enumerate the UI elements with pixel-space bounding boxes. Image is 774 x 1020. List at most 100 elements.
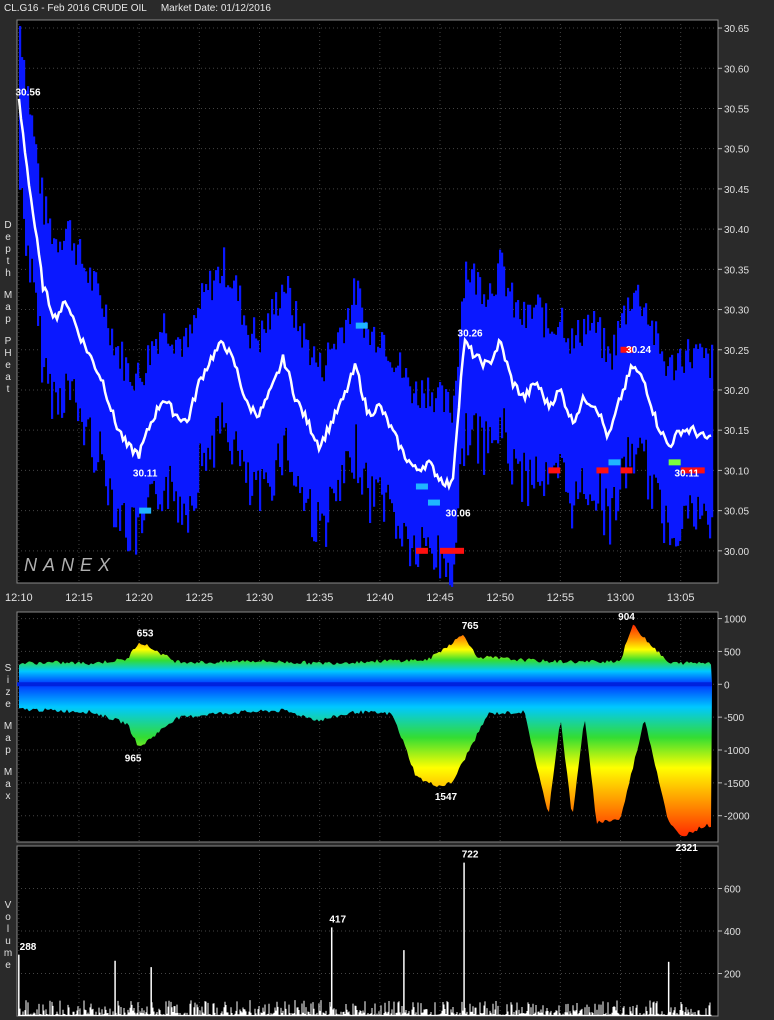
depth-band-segment [627,297,630,438]
depth-band-segment [673,380,676,538]
size-tick-label: -2000 [724,812,750,823]
depth-band-segment [409,386,412,567]
depth-band-segment [577,319,580,500]
depth-band-segment [479,277,482,417]
depth-band-segment [265,332,268,473]
depth-band-segment [457,366,460,509]
price-line [17,98,712,491]
depth-band-segment [121,341,124,506]
price-tick-label: 30.00 [724,547,749,558]
depth-band-segment [221,275,224,403]
depth-band-segment [395,367,398,539]
label-letter: a [5,302,11,313]
depth-band-segment [25,90,28,256]
depth-band-segment [377,346,380,483]
depth-band-segment [353,278,356,479]
depth-band-segment [599,317,602,470]
label-letter: e [5,960,11,971]
order-marker [355,322,368,329]
depth-band-segment [287,275,290,461]
depth-band-segment [589,330,592,495]
depth-band-segment [699,343,702,520]
depth-band-segment [529,304,532,460]
depth-band-segment [271,299,274,501]
depth-band-segment [491,293,494,444]
depth-band-segment [341,327,344,466]
depth-band-segment [583,318,586,495]
depth-band-segment [235,275,238,432]
depth-band-segment [497,263,500,444]
depth-band-segment [405,368,408,527]
depth-band-segment [317,366,320,503]
depth-band-segment [425,408,428,547]
depth-band-segment [99,295,102,432]
depth-band-segment [655,321,658,478]
depth-band-segment [319,352,322,521]
order-marker [440,547,453,554]
depth-band-segment [411,403,414,549]
depth-band-segment [219,283,222,434]
depth-band-segment [623,305,626,457]
depth-band-segment [349,324,352,458]
depth-band-segment [679,348,682,542]
depth-band-segment [585,334,588,500]
depth-band-segment [57,252,60,415]
depth-band-segment [531,318,534,485]
depth-band-segment [357,280,360,484]
depth-band-segment [375,352,378,480]
order-marker [139,507,152,514]
depth-band-segment [117,346,120,509]
depth-band-segment [705,348,708,511]
bid-size-area [19,624,712,685]
order-marker [668,459,681,466]
x-tick-label: 12:30 [246,592,274,604]
label-letter: p [5,745,11,756]
depth-band-segment [517,299,520,464]
depth-band-segment [515,302,518,459]
depth-band-segment [703,357,706,504]
label-letter: S [4,663,12,674]
depth-band-segment [661,351,664,524]
depth-band-segment [693,348,696,527]
x-tick-label: 12:35 [306,592,334,604]
depth-band-segment [181,356,184,525]
depth-band-segment [87,282,90,420]
label-letter: h [5,268,11,279]
depth-band-segment [621,313,624,459]
label-letter: P [4,336,12,347]
price-tick-label: 30.65 [724,24,749,35]
depth-band-segment [247,334,250,463]
label-letter: t [6,256,10,267]
depth-band-segment [173,353,176,502]
depth-band-segment [423,393,426,538]
depth-band-segment [575,335,578,482]
depth-band-segment [161,332,164,512]
depth-band-segment [401,377,404,547]
depth-band-segment [297,331,300,477]
depth-band-segment [499,249,502,418]
depth-band-segment [559,321,562,454]
depth-band-segment [633,292,636,474]
depth-band-segment [507,287,510,464]
value-annotation: 30.06 [446,509,471,520]
depth-band-segment [431,392,434,554]
depth-band-segment [33,136,36,283]
depth-band-segment [325,365,328,547]
depth-band-segment [81,263,84,422]
depth-band-segment [211,300,214,436]
depth-band-segment [489,283,492,428]
volume-panel [16,845,719,1017]
depth-band-segment [243,315,246,462]
value-annotation: 765 [462,621,479,632]
value-annotation: 1547 [435,792,458,803]
depth-band-segment [115,347,118,528]
depth-band-segment [201,283,204,467]
size-tick-label: 500 [724,647,741,658]
depth-band-segment [249,348,252,506]
depth-band-segment [253,317,256,472]
depth-band-segment [635,290,638,455]
depth-band-segment [433,412,436,570]
x-tick-label: 12:45 [426,592,454,604]
